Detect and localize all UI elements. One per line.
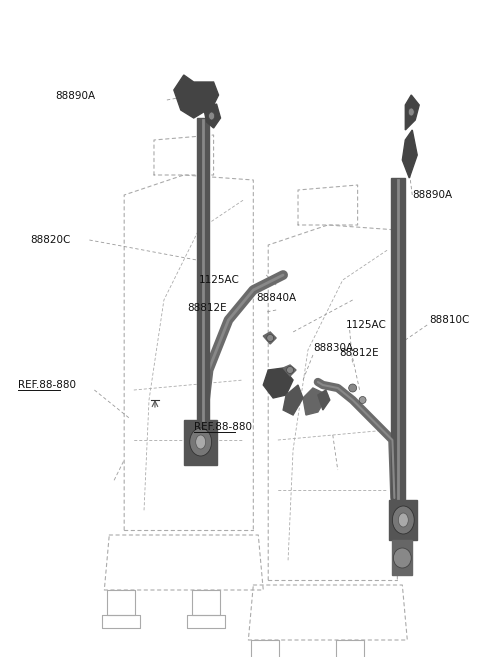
Polygon shape [263, 332, 276, 344]
Ellipse shape [287, 367, 294, 373]
Text: 88840A: 88840A [256, 293, 297, 303]
Ellipse shape [392, 506, 414, 534]
Ellipse shape [359, 397, 366, 403]
Text: REF.88-880: REF.88-880 [194, 422, 252, 432]
Ellipse shape [408, 108, 414, 116]
Polygon shape [283, 365, 296, 376]
Polygon shape [174, 75, 218, 118]
Polygon shape [283, 385, 303, 415]
Polygon shape [184, 420, 216, 465]
Ellipse shape [190, 428, 212, 456]
Ellipse shape [196, 435, 205, 449]
Ellipse shape [394, 548, 411, 568]
Ellipse shape [209, 112, 215, 120]
Text: 88890A: 88890A [56, 91, 96, 101]
Ellipse shape [267, 334, 274, 342]
Polygon shape [197, 118, 209, 430]
Polygon shape [389, 500, 417, 540]
Text: 88890A: 88890A [412, 190, 452, 200]
Ellipse shape [348, 384, 357, 392]
Text: 88810C: 88810C [429, 315, 469, 325]
Text: 88812E: 88812E [187, 303, 227, 313]
Polygon shape [402, 130, 417, 178]
Polygon shape [204, 104, 220, 128]
Ellipse shape [398, 513, 408, 527]
Text: REF.88-880: REF.88-880 [18, 380, 76, 390]
Polygon shape [392, 540, 412, 575]
Polygon shape [405, 95, 419, 130]
Text: 88820C: 88820C [30, 235, 70, 245]
Text: 88812E: 88812E [340, 348, 379, 358]
Polygon shape [263, 368, 293, 398]
Text: 1125AC: 1125AC [199, 275, 240, 285]
Polygon shape [318, 390, 330, 410]
Text: 88830A: 88830A [313, 343, 353, 353]
Polygon shape [391, 178, 405, 500]
Polygon shape [303, 388, 328, 415]
Text: 1125AC: 1125AC [346, 320, 386, 330]
